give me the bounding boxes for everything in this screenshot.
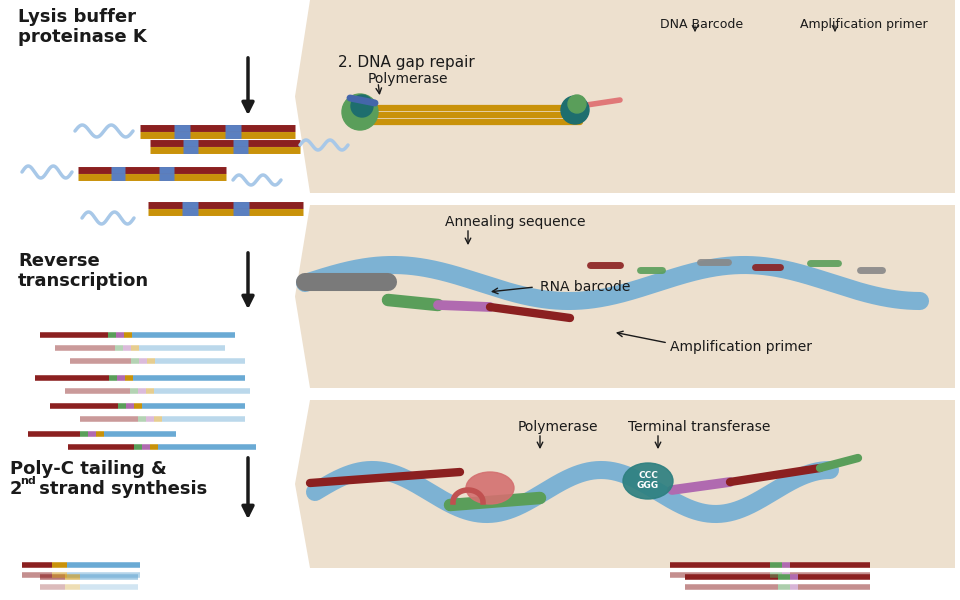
Polygon shape xyxy=(295,205,955,388)
Text: Amplification primer: Amplification primer xyxy=(800,18,927,31)
Ellipse shape xyxy=(623,463,673,499)
Text: GGG: GGG xyxy=(636,481,660,491)
Text: Lysis buffer: Lysis buffer xyxy=(18,8,136,26)
Text: Annealing sequence: Annealing sequence xyxy=(445,215,586,229)
Text: Poly-C tailing &: Poly-C tailing & xyxy=(10,460,167,478)
Circle shape xyxy=(568,95,586,113)
Text: strand synthesis: strand synthesis xyxy=(33,480,207,498)
Text: Polymerase: Polymerase xyxy=(518,420,598,434)
Text: DNA Barcode: DNA Barcode xyxy=(660,18,743,31)
Text: RNA barcode: RNA barcode xyxy=(540,280,631,294)
Text: CCC: CCC xyxy=(638,472,658,481)
Text: Amplification primer: Amplification primer xyxy=(670,340,812,354)
Text: transcription: transcription xyxy=(18,272,149,290)
Circle shape xyxy=(342,94,378,130)
Circle shape xyxy=(351,95,373,117)
Text: 2. DNA gap repair: 2. DNA gap repair xyxy=(338,55,475,70)
Polygon shape xyxy=(295,400,955,568)
Text: nd: nd xyxy=(20,476,36,486)
Text: Terminal transferase: Terminal transferase xyxy=(628,420,770,434)
Ellipse shape xyxy=(466,472,514,504)
Text: Reverse: Reverse xyxy=(18,252,100,270)
Text: 2: 2 xyxy=(10,480,22,498)
Text: proteinase K: proteinase K xyxy=(18,28,147,46)
Text: Polymerase: Polymerase xyxy=(368,72,448,86)
Circle shape xyxy=(561,96,589,124)
Polygon shape xyxy=(295,0,955,193)
